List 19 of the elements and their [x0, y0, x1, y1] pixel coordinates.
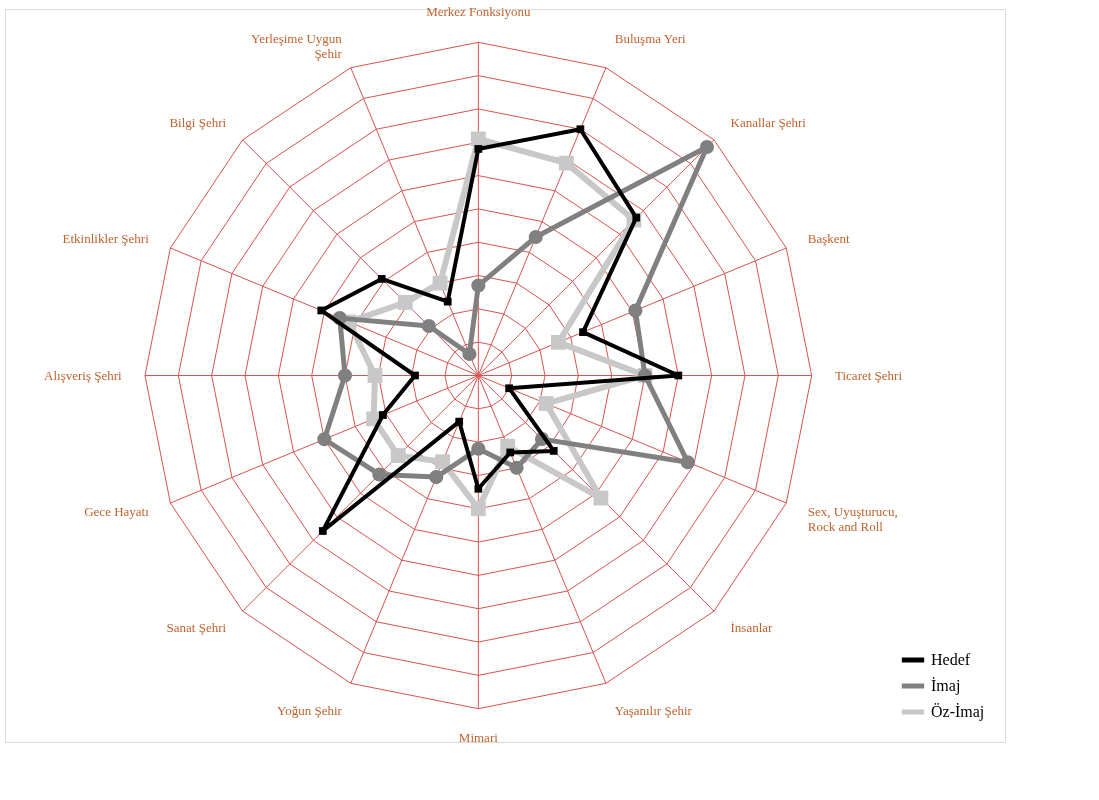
spoke-label: Başkent	[807, 231, 851, 247]
spoke-label: Mimari	[458, 730, 499, 745]
spoke-label: Alışveriş Şehri	[44, 367, 123, 383]
spoke-label: Sanat Şehri	[166, 619, 227, 635]
spoke-label: Buluşma Yeri	[614, 31, 686, 47]
spoke-label: Bilgi Şehri	[169, 115, 227, 131]
spoke-label: Merkez Fonksiyonu	[426, 4, 531, 19]
spoke-label: Kanallar Şehri	[730, 115, 807, 131]
spoke-label: Yerleşime Uygun Şehir	[251, 31, 343, 62]
spoke-label: Sex, Uyuşturucu, Rock and Roll	[807, 503, 898, 534]
spoke-label: Yoğun Şehir	[277, 702, 343, 718]
legend-label: Hedef	[931, 651, 971, 668]
legend-label: İmaj	[931, 677, 961, 695]
spoke-label: Gece Hayatı	[84, 503, 150, 519]
spoke-label: Ticaret Şehri	[835, 367, 903, 383]
spoke-label: Etkinlikler Şehri	[62, 231, 150, 247]
spoke-label: Yaşanılır Şehir	[614, 702, 693, 718]
spoke-label: İnsanlar	[730, 619, 774, 635]
legend-label: Öz-İmaj	[931, 703, 985, 721]
